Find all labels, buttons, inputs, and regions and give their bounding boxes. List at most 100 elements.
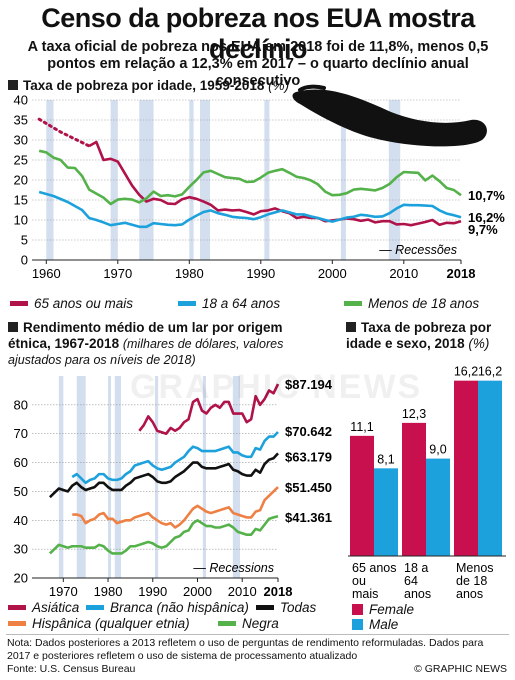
bar-label-female: 11,1 [350,420,373,434]
bar-male [478,380,502,556]
series-line-adult [38,190,462,229]
x-tick-label: 2000 [183,584,212,599]
end-label-adult: 16,2% [468,210,505,225]
source: Fonte: U.S. Census Bureau [7,663,136,675]
chart3-unit: (%) [468,336,490,351]
legend-black: Negra [218,616,279,631]
y-tick-label: 0 [21,253,28,268]
bar-label-male: 9,0 [429,443,446,457]
legend-female-label: Female [369,602,415,617]
footnote: Nota: Dados posteriores a 2013 refletem … [7,637,484,662]
bar-female [454,380,478,556]
category-label: 18 a 64 anos [404,561,431,600]
legend-white-swatch [86,605,104,610]
recession-band [200,100,211,260]
legend-child-swatch [344,301,362,306]
x-tick-label: 2010 [389,266,418,281]
end-label-asian: $87.194 [285,377,333,392]
legend-black-label: Negra [242,616,279,631]
bar-label-male: 16,2 [478,365,502,379]
legend-asian-swatch [8,605,26,610]
legend-adult-swatch [178,301,196,306]
page-title: Censo da pobreza nos EUA mostra declínio [41,3,475,64]
bar-male [374,468,398,556]
end-label-child: 10,7% [468,188,505,203]
legend-white-label: Branca (não hispânica) [110,600,249,615]
legend-child: Menos de 18 anos [344,296,479,311]
x-tick-label: 1990 [138,584,167,599]
open-hand-icon [292,84,487,147]
x-tick-label: 2018 [447,266,476,281]
recession-band [46,100,54,260]
y-tick-label: 20 [14,173,28,188]
recession-band [202,376,206,578]
legend-male-swatch [352,619,363,630]
recession-band [114,376,122,578]
series-line-white [71,431,279,485]
chart1-title-text: Taxa de pobreza por idade, 1959-2018 [23,78,265,93]
end-label-white: $70.642 [285,424,332,439]
chart2-title-text: Rendimento médio de um lar por origem ét… [8,320,283,351]
category-label-line: 64 [404,574,418,588]
bar-label-female: 12,3 [402,407,426,421]
recession-band [340,100,346,260]
bar-male [426,458,450,556]
end-label-black: $41.361 [285,510,332,525]
recession-band [232,376,240,578]
category-label: 65 anos ou mais [352,561,396,600]
bar-female [350,435,374,556]
y-tick-label: 50 [14,484,28,499]
y-tick-label: 80 [14,397,28,412]
x-tick-label: 1970 [103,266,132,281]
legend-white: Branca (não hispânica) [86,600,249,615]
legend-older-label: 65 anos ou mais [34,296,134,311]
category-label-line: ou [352,574,366,588]
category-label-line: 18 a [404,561,428,575]
chart2-line-chart: 20 30 40 50 60 70 80 1970 1980 1990 2000 2010 2018 — … [14,376,333,599]
series-line-hispanic [72,486,279,529]
x-tick-label: 2018 [264,584,293,599]
legend-black-swatch [218,621,236,626]
category-label: Menos de 18 anos [456,561,494,600]
watermark: GRAPHIC NEWS [130,368,423,406]
x-tick-label: 2000 [318,266,347,281]
series-line-all [48,452,279,499]
y-tick-label: 35 [14,113,28,128]
recession-band [155,376,159,578]
chart2-subtitle: (milhares de dólares, valores ajustados … [8,337,284,367]
bar-female [402,422,426,556]
x-tick-label: 1980 [175,266,204,281]
legend-adult-label: 18 a 64 anos [202,296,281,311]
end-label-hispanic: $51.450 [285,480,332,495]
recessions-label: — Recessions [192,561,274,575]
y-tick-label: 30 [14,133,28,148]
legend-older: 65 anos ou mais [10,296,133,311]
category-label-line: mais [352,587,378,600]
legend-hispanic-label: Hispânica (qualquer etnia) [32,616,190,631]
series-line-black [48,514,279,555]
y-tick-label: 20 [14,571,28,586]
y-tick-label: 40 [14,93,28,108]
end-label-older: 9,7% [468,222,498,237]
legend-male: Male [352,617,398,632]
legend-hispanic: Hispânica (qualquer etnia) [8,616,190,631]
legend-male-label: Male [369,617,399,632]
bar-label-male: 8,1 [377,452,394,466]
legend-all: Todas [256,600,316,615]
y-tick-label: 60 [14,455,28,470]
footer-divider [6,634,509,635]
legend-female-swatch [352,604,363,615]
y-tick-label: 30 [14,542,28,557]
category-label-line: anos [456,587,483,600]
legend-older-swatch [10,301,28,306]
chart1-title: Taxa de pobreza por idade, 1959-2018 (%) [8,78,289,94]
legend-asian: Asiática [8,600,79,615]
x-tick-label: 1990 [246,266,275,281]
y-tick-label: 40 [14,513,28,528]
category-label-line: anos [404,587,431,600]
y-tick-label: 70 [14,426,28,441]
y-tick-label: 10 [14,213,28,228]
chart1-unit: (%) [268,78,290,93]
x-tick-label: 1980 [94,584,123,599]
